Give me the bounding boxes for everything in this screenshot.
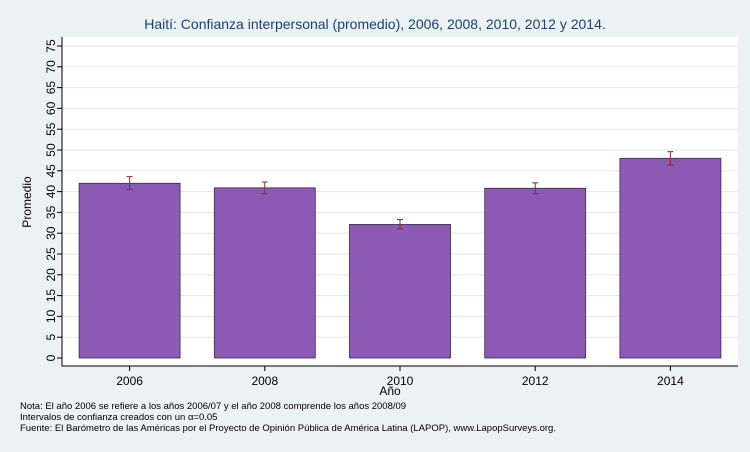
- y-tick-label: 10: [44, 309, 58, 323]
- x-axis: 2006 2008 2010 2012 2014: [62, 365, 738, 388]
- error-bar-2008: [261, 181, 268, 195]
- chart-title: Haití: Confianza interpersonal (promedio…: [144, 16, 606, 32]
- error-bars: [126, 151, 674, 230]
- bar-2008: [213, 187, 316, 359]
- y-tick-label: 0: [44, 354, 58, 361]
- x-tick-label: 2014: [657, 374, 684, 388]
- error-bar-2012: [532, 182, 539, 195]
- error-bar-2010: [397, 218, 403, 230]
- x-tick-label: 2010: [387, 374, 414, 388]
- y-tick-label: 15: [44, 289, 58, 303]
- y-tick-label: 45: [44, 164, 58, 178]
- x-tick-label: 2006: [116, 374, 143, 388]
- x-tick-label: 2008: [251, 374, 278, 388]
- bar-2014: [619, 157, 722, 359]
- y-tick-label: 50: [44, 143, 58, 157]
- bar-2006: [78, 182, 181, 359]
- y-tick-label: 40: [44, 185, 58, 199]
- bar-2012: [484, 187, 587, 359]
- y-axis: 0 5 10 15 20 25 30 35 40 45 50 55 60 65 70 75: [44, 37, 63, 366]
- y-tick-label: 65: [44, 81, 58, 95]
- y-tick-label: 75: [44, 39, 58, 53]
- confidence-note: Intervalos de confianza creados con un α…: [20, 412, 218, 423]
- error-bar-2006: [126, 176, 133, 191]
- y-tick-label: 30: [44, 226, 58, 240]
- error-bar-2014: [667, 151, 674, 166]
- y-tick-label: 60: [44, 101, 58, 115]
- x-axis-label: Año: [379, 384, 401, 398]
- y-tick-label: 35: [44, 205, 58, 219]
- note-line: Nota: El año 2006 se refiere a los años …: [20, 401, 407, 412]
- bar-series: [78, 157, 722, 359]
- y-tick-label: 25: [44, 247, 58, 261]
- y-axis-label: Promedio: [20, 176, 34, 228]
- source-note: Fuente: El Barómetro de las Américas por…: [20, 423, 556, 434]
- y-tick-label: 5: [44, 334, 58, 341]
- y-tick-label: 55: [44, 122, 58, 136]
- y-tick-label: 20: [44, 268, 58, 282]
- y-tick-label: 70: [44, 60, 58, 74]
- bar-2010: [349, 224, 451, 359]
- x-tick-label: 2012: [522, 374, 549, 388]
